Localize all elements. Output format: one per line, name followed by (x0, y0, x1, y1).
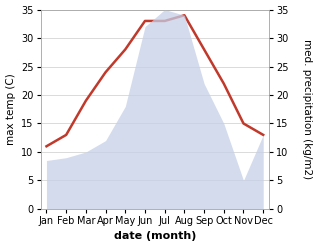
X-axis label: date (month): date (month) (114, 231, 196, 242)
Y-axis label: max temp (C): max temp (C) (5, 73, 16, 145)
Y-axis label: med. precipitation (kg/m2): med. precipitation (kg/m2) (302, 39, 313, 179)
